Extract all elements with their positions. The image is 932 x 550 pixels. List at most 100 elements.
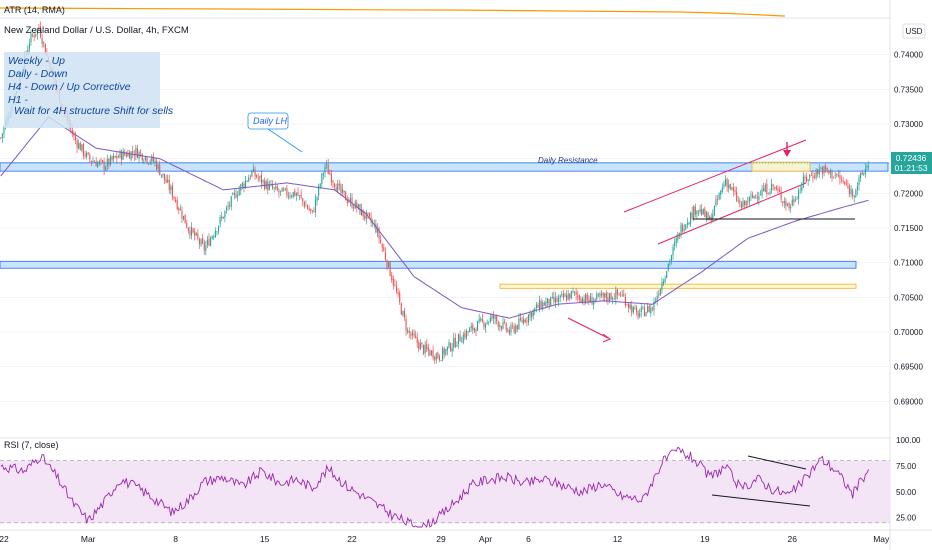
candle-body	[357, 204, 359, 208]
candle-body	[566, 295, 568, 301]
price-tick-label: 0.70500	[894, 293, 923, 302]
candle-body	[381, 243, 383, 248]
candle-body	[492, 315, 495, 319]
candle-body	[801, 186, 803, 191]
candle-body	[386, 260, 388, 268]
candle-body	[113, 155, 115, 160]
candle-body	[653, 301, 655, 311]
candle-body	[94, 161, 96, 163]
candle-body	[589, 296, 591, 303]
candle-body	[546, 298, 549, 303]
candle-body	[704, 208, 706, 217]
candle-body	[445, 349, 447, 355]
candle-body	[198, 239, 201, 244]
rsi-tick-label: 25.00	[896, 514, 917, 523]
candle-body	[411, 332, 413, 336]
candle-body	[831, 170, 833, 178]
candle-body	[786, 203, 789, 205]
channel-upper-line[interactable]	[623, 139, 807, 213]
candle-body	[559, 295, 561, 299]
candle-body	[728, 184, 730, 188]
candle-body	[616, 289, 618, 295]
candle-body	[510, 325, 512, 333]
symbol-title[interactable]: New Zealand Dollar / U.S. Dollar, 4h, FX…	[4, 25, 189, 36]
candle-body	[799, 189, 801, 191]
candle-body	[73, 134, 75, 137]
candle-body	[736, 191, 738, 201]
candle-body	[30, 33, 32, 43]
candle-body	[380, 239, 382, 243]
candle-body	[751, 194, 754, 198]
candle-body	[418, 342, 420, 349]
candle-body	[44, 43, 46, 54]
candle-body	[828, 171, 830, 173]
candle-body	[167, 179, 169, 182]
note-line-h1: H1 -	[8, 94, 28, 106]
time-axis[interactable]: 22 Mar 8 15 22 29 Apr 6 12 19 26 May	[0, 534, 890, 544]
candle-body	[79, 142, 81, 151]
candle-body	[448, 342, 450, 348]
candle-body	[829, 170, 831, 174]
candle-body	[608, 293, 611, 302]
supply-zone-mid[interactable]	[499, 283, 857, 289]
candle-body	[867, 166, 870, 168]
candle-body	[607, 297, 609, 301]
candle-body	[176, 200, 178, 210]
candle-body	[852, 190, 854, 197]
candle-body	[650, 307, 652, 314]
candle-body	[605, 292, 607, 299]
candle-body	[723, 184, 725, 187]
rsi-axis: 100.00 75.00 50.00 25.00	[896, 436, 921, 523]
candle-body	[558, 297, 560, 302]
atr-label: ATR (14, RMA)	[4, 5, 65, 15]
candle-body	[281, 188, 283, 192]
candle-body	[761, 189, 763, 196]
candle-body	[103, 160, 105, 170]
candle-body	[516, 325, 518, 329]
candle-body	[532, 309, 534, 317]
candle-body	[531, 312, 533, 318]
candle-body	[178, 207, 180, 211]
candle-body	[766, 183, 768, 195]
candle-body	[866, 166, 868, 168]
candle-body	[322, 173, 324, 175]
candle-body	[391, 274, 393, 281]
candle-body	[553, 296, 555, 302]
candle-body	[114, 156, 116, 158]
candle-body	[785, 201, 787, 207]
candle-body	[333, 183, 336, 187]
candle-body	[539, 300, 541, 310]
rsi-wedge-top-line	[747, 455, 807, 470]
price-tick-label: 0.71500	[894, 224, 923, 233]
candle-body	[678, 232, 680, 237]
candle-body	[432, 350, 434, 359]
candle-body	[732, 187, 735, 192]
rsi-tick-label: 50.00	[896, 488, 917, 497]
candle-body	[715, 199, 717, 206]
candle-body	[672, 246, 674, 256]
note-box[interactable]	[4, 52, 160, 128]
supply-zone-top[interactable]	[751, 161, 811, 172]
candle-body	[38, 27, 40, 29]
candle-body	[319, 184, 321, 187]
moving-average-line	[0, 116, 869, 319]
support-zone[interactable]	[0, 260, 857, 269]
candle-body	[696, 210, 698, 215]
candle-body	[286, 188, 288, 196]
candle-body	[168, 179, 170, 190]
candle-body	[229, 205, 231, 207]
candle-body	[154, 160, 156, 162]
candle-body	[308, 208, 310, 211]
candle-body	[790, 206, 792, 209]
candle-body	[190, 227, 193, 236]
currency-button[interactable]	[902, 23, 926, 39]
candle-body	[750, 195, 752, 197]
candle-body	[680, 224, 682, 236]
candle-body	[351, 197, 353, 208]
candle-body	[626, 304, 628, 306]
candle-body	[521, 320, 523, 323]
candle-body	[578, 295, 580, 300]
atr-line	[0, 7, 786, 17]
callout-pointer	[267, 128, 303, 153]
